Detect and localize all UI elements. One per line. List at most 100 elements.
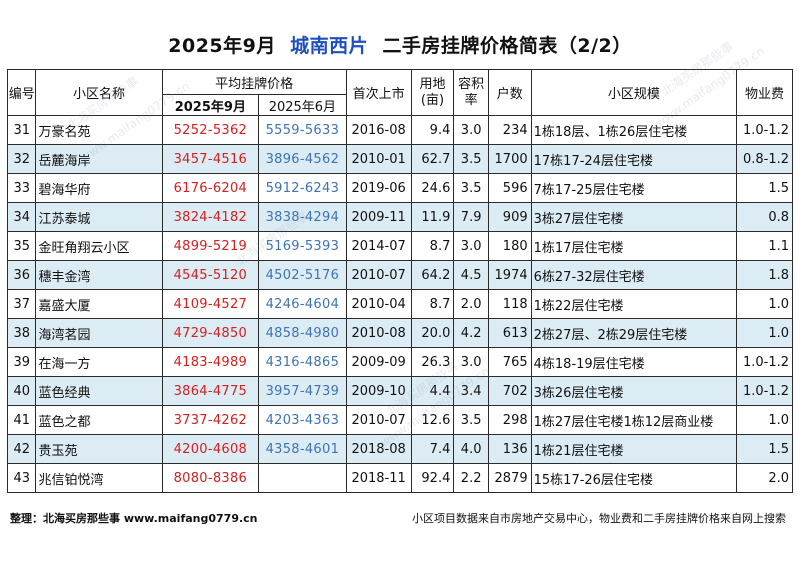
cell-plot-ratio: 2.2 — [453, 463, 489, 493]
header-no: 编号 — [6, 69, 37, 116]
cell-units: 702 — [487, 376, 532, 406]
cell-first-listed: 2010-07 — [345, 405, 412, 435]
header-plot-line2: 率 — [464, 92, 478, 108]
cell-no: 43 — [6, 463, 37, 493]
cell-price-jun: 5559-5633 — [258, 115, 347, 145]
cell-scale: 1栋21层住宅楼 — [530, 434, 738, 464]
header-fee: 物业费 — [736, 69, 793, 116]
cell-price-jun: 5912-6243 — [258, 173, 347, 203]
cell-first-listed: 2010-01 — [345, 144, 412, 174]
cell-price-jun: 4316-4865 — [258, 347, 347, 377]
cell-plot-ratio: 3.0 — [453, 231, 489, 261]
cell-units: 2879 — [487, 463, 532, 493]
cell-name: 岳麓海岸 — [35, 144, 163, 174]
table-row: 39 在海一方 4183-4989 4316-4865 2009-09 26.3 3.0 76… — [6, 347, 793, 377]
cell-units: 613 — [487, 318, 532, 348]
cell-name: 兆信铂悦湾 — [35, 463, 163, 493]
cell-land: 12.6 — [410, 405, 455, 435]
cell-land: 26.3 — [410, 347, 455, 377]
cell-price-jun — [258, 463, 347, 493]
cell-first-listed: 2019-06 — [345, 173, 412, 203]
title-highlight: 城南西片 — [290, 35, 369, 57]
header-land-line2: (亩) — [420, 92, 445, 108]
price-table: 编号 小区名称 平均挂牌价格 首次上市 用地 (亩) 容积 率 户数 小区规模 … — [6, 69, 793, 493]
cell-first-listed: 2010-08 — [345, 318, 412, 348]
title-prefix: 2025年9月 — [168, 35, 276, 57]
header-name: 小区名称 — [35, 69, 163, 116]
cell-fee: 0.8 — [736, 202, 793, 232]
cell-scale: 7栋17-25层住宅楼 — [530, 173, 738, 203]
cell-name: 江苏泰城 — [35, 202, 163, 232]
header-plot-line1: 容积 — [458, 76, 485, 92]
footer-credit: 整理：北海买房那些事 www.maifang0779.cn — [10, 512, 258, 525]
cell-scale: 6栋27-32层住宅楼 — [530, 260, 738, 290]
cell-name: 在海一方 — [35, 347, 163, 377]
cell-scale: 15栋17-26层住宅楼 — [530, 463, 738, 493]
footer-source-note: 小区项目数据来自市房地产交易中心，物业费和二手房挂牌价格来自网上搜索 — [412, 512, 786, 525]
cell-price-jun: 4502-5176 — [258, 260, 347, 290]
header-land: 用地 (亩) — [410, 69, 455, 116]
table-row: 42 贵玉苑 4200-4608 4358-4601 2018-08 7.4 4.0 136 1… — [6, 434, 793, 464]
cell-name: 蓝色之都 — [35, 405, 163, 435]
cell-no: 32 — [6, 144, 37, 174]
cell-scale: 3栋27层住宅楼 — [530, 202, 738, 232]
cell-plot-ratio: 4.5 — [453, 260, 489, 290]
cell-land: 8.7 — [410, 231, 455, 261]
cell-scale: 1栋27层住宅楼1栋12层商业楼 — [530, 405, 738, 435]
cell-plot-ratio: 3.0 — [453, 115, 489, 145]
cell-price-sep: 3457-4516 — [161, 144, 260, 174]
cell-price-sep: 5252-5362 — [161, 115, 260, 145]
cell-no: 42 — [6, 434, 37, 464]
cell-name: 嘉盛大厦 — [35, 289, 163, 319]
table-row: 31 万豪名苑 5252-5362 5559-5633 2016-08 9.4 3.0 234… — [6, 115, 793, 145]
cell-plot-ratio: 7.9 — [453, 202, 489, 232]
header-land-line1: 用地 — [419, 76, 446, 92]
cell-price-jun: 3838-4294 — [258, 202, 347, 232]
cell-scale: 1栋18层、1栋26层住宅楼 — [530, 115, 738, 145]
table-row: 36 穗丰金湾 4545-5120 4502-5176 2010-07 64.2 4.5 19… — [6, 260, 793, 290]
cell-no: 33 — [6, 173, 37, 203]
cell-units: 596 — [487, 173, 532, 203]
cell-price-jun: 3957-4739 — [258, 376, 347, 406]
table-row: 41 蓝色之都 3737-4262 4203-4363 2010-07 12.6 3.5 29… — [6, 405, 793, 435]
header-price-group: 平均挂牌价格 — [161, 69, 347, 95]
cell-price-sep: 4899-5219 — [161, 231, 260, 261]
cell-plot-ratio: 3.5 — [453, 144, 489, 174]
cell-price-jun: 4203-4363 — [258, 405, 347, 435]
cell-first-listed: 2014-07 — [345, 231, 412, 261]
cell-first-listed: 2018-08 — [345, 434, 412, 464]
cell-first-listed: 2010-04 — [345, 289, 412, 319]
cell-plot-ratio: 3.4 — [453, 376, 489, 406]
cell-no: 35 — [6, 231, 37, 261]
cell-land: 62.7 — [410, 144, 455, 174]
cell-fee: 1.0-1.2 — [736, 115, 793, 145]
cell-units: 1700 — [487, 144, 532, 174]
cell-first-listed: 2016-08 — [345, 115, 412, 145]
table-row: 35 金旺角翔云小区 4899-5219 5169-5393 2014-07 8.7 3.0… — [6, 231, 793, 261]
cell-fee: 1.5 — [736, 434, 793, 464]
cell-fee: 1.1 — [736, 231, 793, 261]
cell-plot-ratio: 3.5 — [453, 405, 489, 435]
cell-units: 234 — [487, 115, 532, 145]
cell-scale: 4栋18-19层住宅楼 — [530, 347, 738, 377]
cell-name: 碧海华府 — [35, 173, 163, 203]
cell-no: 41 — [6, 405, 37, 435]
cell-no: 31 — [6, 115, 37, 145]
cell-plot-ratio: 3.5 — [453, 173, 489, 203]
cell-first-listed: 2018-11 — [345, 463, 412, 493]
cell-scale: 17栋17-24层住宅楼 — [530, 144, 738, 174]
table-row: 43 兆信铂悦湾 8080-8386 2018-11 92.4 2.2 2879 15栋17-… — [6, 463, 793, 493]
cell-no: 39 — [6, 347, 37, 377]
cell-units: 1974 — [487, 260, 532, 290]
cell-land: 7.4 — [410, 434, 455, 464]
cell-scale: 1栋22层住宅楼 — [530, 289, 738, 319]
cell-fee: 1.8 — [736, 260, 793, 290]
cell-land: 9.4 — [410, 115, 455, 145]
cell-fee: 1.0-1.2 — [736, 347, 793, 377]
header-scale: 小区规模 — [530, 69, 738, 116]
cell-name: 万豪名苑 — [35, 115, 163, 145]
cell-price-sep: 6176-6204 — [161, 173, 260, 203]
cell-price-jun: 5169-5393 — [258, 231, 347, 261]
table-row: 37 嘉盛大厦 4109-4527 4246-4604 2010-04 8.7 2.0 118… — [6, 289, 793, 319]
cell-price-sep: 4729-4850 — [161, 318, 260, 348]
